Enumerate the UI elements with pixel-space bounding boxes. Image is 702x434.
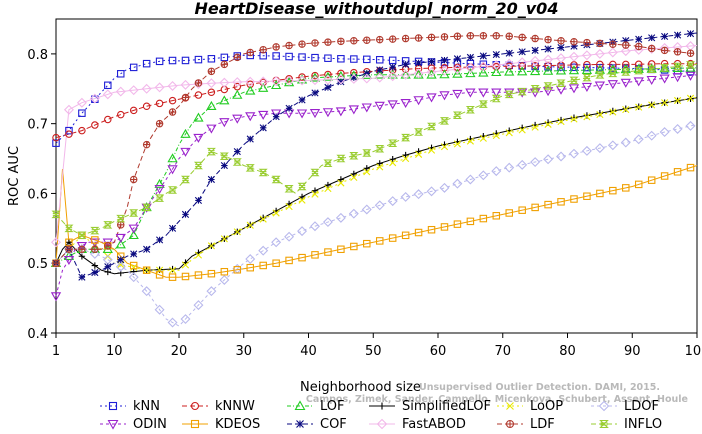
x-tick-label: 70 (494, 344, 511, 359)
legend-item-cof: COF (287, 417, 347, 432)
y-tick-label: 0.7 (27, 118, 48, 133)
x-tick-label: 1 (52, 344, 60, 359)
x-tick-label: 20 (171, 344, 188, 359)
x-tick-label: 10 (106, 344, 123, 359)
x-tick-label: 30 (235, 344, 252, 359)
y-axis-label: ROC AUC (7, 146, 22, 206)
legend-label: KDEOS (215, 417, 260, 432)
legend-label: LoOP (530, 399, 563, 414)
x-tick-label: 40 (300, 344, 317, 359)
legend-item-kdeos: KDEOS (182, 417, 260, 432)
series-line-knnw (55, 63, 697, 139)
legend-label: LDOF (624, 399, 659, 414)
series-markers-inflo (51, 61, 696, 240)
x-axis-label: Neighborhood size (300, 380, 421, 395)
legend-label: SimplifiedLOF (402, 399, 491, 414)
series-line-inflo (55, 63, 698, 236)
legend-item-lof: LOF (287, 399, 345, 414)
legend-item-odin: ODIN (100, 417, 167, 432)
x-tick-label: 100 (685, 344, 702, 359)
series-markers-ldof (51, 120, 696, 328)
legend-item-knn: kNN (100, 399, 160, 414)
legend-item-fastabod: FastABOD (369, 417, 466, 432)
series-line-fastabod (55, 45, 698, 243)
series-markers-kdeos (52, 163, 695, 281)
legend-item-ldof: LDOF (591, 399, 659, 414)
series-line-knn (55, 54, 698, 144)
legend-label: LDF (530, 417, 555, 432)
legend-label: kNN (133, 399, 160, 414)
plot-frame (55, 18, 698, 334)
tick-labels: 1 10 20 30 40 50 60 70 80 90 100 0.4 0.5 0.6 0.7 0.8 (27, 48, 702, 359)
y-tick-label: 0.5 (27, 257, 48, 272)
series-markers-fastabod (51, 41, 696, 248)
legend-item-simplifiedlof: SimplifiedLOF (369, 399, 491, 414)
legend-item-knnw: kNNW (182, 399, 255, 414)
series-markers-knnw (52, 59, 695, 142)
x-tick-label: 90 (624, 344, 641, 359)
x-tick-label: 60 (430, 344, 447, 359)
y-tick-label: 0.8 (27, 48, 48, 63)
series-line-odin (55, 74, 698, 297)
series-markers-ldf (52, 31, 695, 267)
legend-item-ldf: LDF (497, 417, 555, 432)
series-line-lof (55, 67, 698, 264)
series-line-ldof (55, 123, 698, 327)
y-tick-label: 0.4 (27, 327, 48, 342)
series-line-kdeos (55, 165, 698, 278)
x-tick-label: 80 (559, 344, 576, 359)
legend-label: LOF (320, 399, 345, 414)
watermark-line-1: Campos, Zimek, Sander, Campello, Micenko… (306, 394, 688, 405)
plot-markers (50, 30, 696, 328)
x-tick-label: 50 (365, 344, 382, 359)
legend-label: kNNW (215, 399, 255, 414)
legend-label: COF (320, 417, 347, 432)
legend: kNN kNNW LOF SimplifiedLOF LoOP LDOF ODIN KDEOS… (100, 399, 662, 432)
y-tick-label: 0.6 (27, 187, 48, 202)
legend-item-loop: LoOP (497, 399, 563, 414)
series-markers-cof (52, 30, 695, 281)
legend-label: FastABOD (402, 417, 466, 432)
chart-title: HeartDisease_withoutdupl_norm_20_v04 (195, 0, 559, 18)
watermark-line-2: Unsupervised Outlier Detection. DAMI, 20… (419, 382, 660, 393)
legend-label: INFLO (624, 417, 662, 432)
legend-item-inflo: INFLO (591, 417, 662, 432)
series-line-simplifiedlof (55, 97, 698, 275)
legend-label: ODIN (133, 417, 167, 432)
